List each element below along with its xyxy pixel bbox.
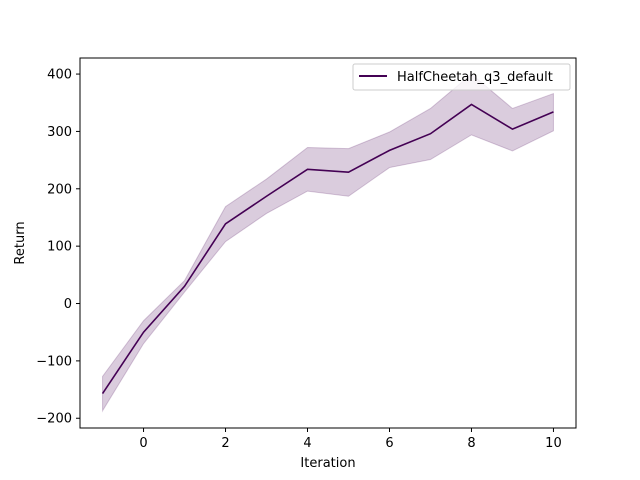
y-tick-label: 200 (47, 182, 72, 197)
y-tick-label: −100 (36, 354, 72, 369)
x-tick-label: 2 (221, 436, 229, 451)
y-tick-label: 0 (64, 297, 72, 312)
legend: HalfCheetah_q3_default (352, 63, 571, 91)
y-tick-label: −200 (36, 412, 72, 427)
legend-box (352, 63, 571, 91)
y-tick-label: 100 (47, 240, 72, 255)
confidence-bands (102, 73, 554, 413)
x-tick-label: 10 (545, 436, 562, 451)
y-axis-label: Return (13, 221, 28, 264)
x-tick-label: 8 (467, 436, 475, 451)
confidence-band-0 (102, 73, 554, 413)
y-tick-label: 300 (47, 125, 72, 140)
legend-label: HalfCheetah_q3_default (397, 70, 553, 85)
x-axis-label: Iteration (300, 456, 355, 471)
x-tick-label: 6 (385, 436, 393, 451)
x-tick-label: 4 (303, 436, 311, 451)
y-axis-ticks: −200 −100 0 100 200 300 400 (36, 68, 80, 427)
x-tick-label: 0 (139, 436, 147, 451)
x-axis-ticks: 0 2 4 6 8 10 (139, 428, 562, 451)
plot-frame (79, 57, 577, 429)
series-line-0 (101, 103, 554, 395)
y-tick-label: 400 (47, 68, 72, 83)
series-lines (101, 103, 554, 395)
